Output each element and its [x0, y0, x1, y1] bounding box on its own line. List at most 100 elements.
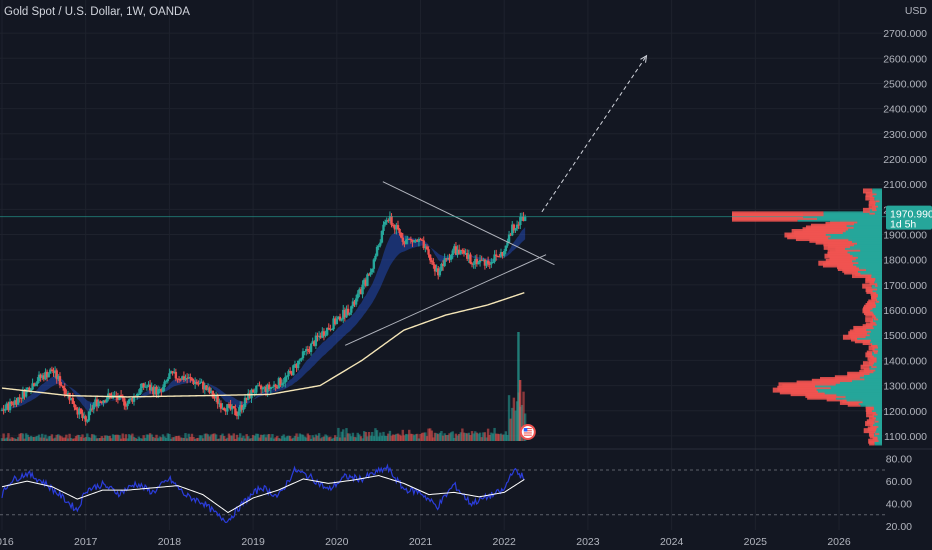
volume-bar	[482, 432, 485, 441]
candle-body	[8, 401, 12, 411]
candle-body	[359, 289, 363, 295]
volume-bar	[285, 436, 289, 441]
volume-bar	[300, 434, 303, 441]
candle-body	[15, 400, 18, 405]
candle-body	[205, 385, 208, 390]
candle-body	[327, 327, 330, 330]
volume-bar	[375, 430, 379, 441]
candle-body	[338, 316, 342, 321]
candle-body	[411, 239, 414, 242]
us-flag-icon[interactable]	[519, 424, 536, 440]
volume-bar	[422, 432, 425, 441]
volume-bar	[198, 435, 202, 441]
volume-bar	[92, 434, 95, 441]
candle-body	[424, 246, 427, 249]
candle-body	[189, 377, 192, 379]
volume-profile-row-sell	[732, 211, 824, 217]
volume-bar	[514, 410, 517, 441]
candle-body	[226, 404, 229, 412]
volume-bar	[396, 433, 400, 441]
candle-body	[276, 386, 279, 389]
candle-body	[28, 387, 31, 392]
volume-bar	[219, 435, 223, 441]
candle-body	[332, 318, 335, 330]
candle-body	[319, 335, 322, 338]
volume-bar	[211, 433, 215, 441]
volume-bar	[21, 433, 25, 441]
candle-body	[348, 312, 351, 315]
volume-bar	[350, 436, 353, 441]
volume-bar	[203, 433, 207, 441]
candle-body	[382, 224, 385, 232]
volume-bar	[253, 435, 256, 441]
volume-bar	[74, 436, 78, 441]
volume-bar	[81, 434, 84, 441]
volume-bar	[296, 436, 300, 441]
candle-body	[197, 383, 200, 385]
candle-body	[334, 318, 337, 324]
candle-body	[219, 403, 223, 409]
event-icon-ring	[519, 424, 536, 440]
rsi-pane	[0, 463, 886, 524]
volume-bar	[224, 438, 227, 441]
volume-bar	[4, 438, 7, 441]
candle-body	[517, 224, 520, 226]
volume-bar	[247, 436, 250, 441]
volume-bar	[126, 438, 129, 441]
volume-bar	[205, 433, 208, 441]
candle-body	[453, 246, 456, 251]
volume-bar	[379, 432, 382, 441]
candle-body	[504, 245, 508, 252]
volume-bar	[472, 433, 475, 441]
triangle-upper-line	[382, 181, 555, 266]
volume-bar	[102, 437, 105, 441]
time-axis-label: 2016	[0, 536, 14, 548]
candle-body	[449, 255, 453, 260]
candlesticks	[0, 211, 527, 426]
candle-body	[36, 381, 39, 385]
time-axis-label: 2018	[158, 536, 182, 548]
volume-bar	[71, 438, 75, 441]
candle-body	[224, 410, 227, 412]
volume-bar	[517, 332, 520, 441]
candle-body	[379, 242, 382, 246]
volume-bar	[290, 438, 293, 441]
candle-body	[229, 404, 232, 410]
candle-body	[73, 404, 76, 408]
volume-bar	[440, 431, 443, 441]
volume-bar	[391, 434, 395, 441]
candle-body	[464, 253, 467, 255]
volume-bar	[348, 433, 351, 441]
candle-body	[486, 260, 490, 264]
volume-bar	[179, 437, 182, 441]
volume-bar	[445, 435, 448, 441]
volume-bar	[176, 436, 179, 441]
time-axis-label: 2020	[325, 536, 349, 548]
candle-body	[66, 392, 70, 395]
volume-bar	[420, 432, 424, 441]
candle-body	[511, 224, 514, 236]
volume-bar	[193, 438, 197, 441]
time-axis[interactable]: 2016 2017 2018 2019 2020 2021 2022 2023 2024 2025…	[0, 536, 851, 548]
candle-body	[375, 246, 379, 256]
volume-bar	[454, 433, 458, 441]
candle-body	[10, 401, 13, 404]
volume-bar	[0, 438, 4, 441]
volume-bar	[208, 436, 211, 441]
price-axis[interactable]: USD 2700.000 2600.000 2500.000 2400.000 2300.…	[883, 5, 927, 533]
candle-body	[393, 224, 396, 230]
candle-body	[203, 385, 207, 390]
candle-body	[390, 216, 393, 225]
volume-bar	[367, 432, 371, 441]
volume-bar	[258, 437, 261, 441]
candle-body	[337, 316, 340, 320]
candle-body	[408, 238, 411, 240]
volume-bar	[269, 437, 273, 441]
candle-body	[24, 389, 28, 397]
volume-bar	[185, 438, 189, 441]
candle-body	[343, 309, 347, 318]
volume-bar	[322, 436, 326, 441]
candle-body	[345, 308, 348, 318]
volume-bar	[66, 438, 70, 441]
